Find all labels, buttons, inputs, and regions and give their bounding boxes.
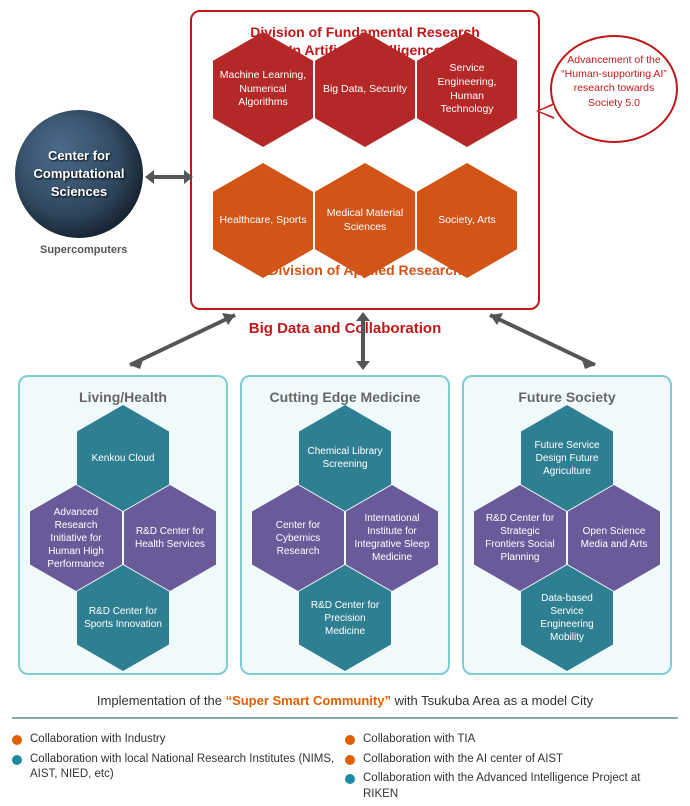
hex-sports: R&D Center for Sports Innovation [77,565,169,671]
hex-ml: Machine Learning, Numerical Algorithms [213,32,313,147]
hex-society: Society, Arts [417,163,517,278]
hex-service-eng: Service Engineering, Human Technology [417,32,517,147]
bullet-col-left: Collaboration with Industry Collaboratio… [12,728,345,806]
supercomputer-circle: Center for Computational Sciences [15,110,143,238]
arrow-circle-box [145,170,193,184]
hex-medical: Medical Material Sciences [315,163,415,278]
bullet-item: Collaboration with Industry [12,732,345,748]
arrow-to-panel2 [356,312,370,370]
divider [12,717,678,719]
hex-precision: R&D Center for Precision Medicine [299,565,391,671]
speech-bubble: Advancement of the “Human-supporting AI”… [550,35,678,143]
bullet-col-right: Collaboration with TIA Collaboration wit… [345,728,678,806]
diagram-canvas: Division of Fundamental Research In Arti… [0,0,690,793]
hex-healthcare: Healthcare, Sports [213,163,313,278]
bullet-columns: Collaboration with Industry Collaboratio… [12,728,678,806]
hex-bigdata: Big Data, Security [315,32,415,147]
implementation-text: Implementation of the “Super Smart Commu… [0,693,690,708]
bullet-item: Collaboration with the AI center of AIST [345,752,678,768]
bullet-item: Collaboration with TIA [345,732,678,748]
big-data-label: Big Data and Collaboration [249,320,442,337]
bullet-item: Collaboration with local National Resear… [12,752,345,783]
bullet-item: Collaboration with the Advanced Intellig… [345,771,678,802]
arrow-to-panel1 [110,305,250,375]
arrow-to-panel3 [475,305,615,375]
supercomputer-label: Supercomputers [40,244,127,256]
hex-mobility: Data-based Service Engineering Mobility [521,565,613,671]
